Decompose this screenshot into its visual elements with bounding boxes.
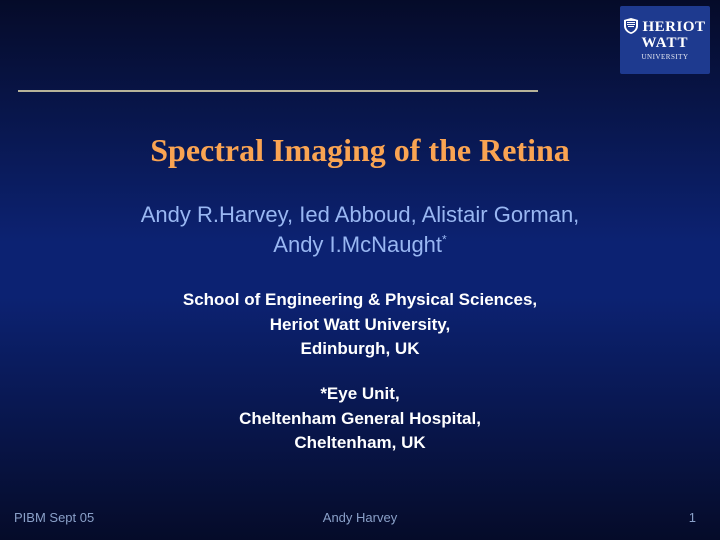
affiliations-block: School of Engineering & Physical Science… xyxy=(0,288,720,456)
authors-block: Andy R.Harvey, Ied Abboud, Alistair Gorm… xyxy=(0,200,720,259)
horizontal-rule xyxy=(18,90,538,92)
affil1-line2: Heriot Watt University, xyxy=(0,313,720,338)
slide-title: Spectral Imaging of the Retina xyxy=(0,132,720,169)
authors-line2-text: Andy I.McNaught xyxy=(273,232,442,257)
university-logo: HERIOT WATT UNIVERSITY xyxy=(620,6,710,74)
authors-line1: Andy R.Harvey, Ied Abboud, Alistair Gorm… xyxy=(0,200,720,230)
footer-center: Andy Harvey xyxy=(0,510,720,525)
affil2-line2: Cheltenham General Hospital, xyxy=(0,407,720,432)
affil1-line1: School of Engineering & Physical Science… xyxy=(0,288,720,313)
authors-line2: Andy I.McNaught* xyxy=(0,230,720,260)
affil2-line3: Cheltenham, UK xyxy=(0,431,720,456)
title-text: Spectral Imaging of the Retina xyxy=(150,132,570,168)
affil1-line3: Edinburgh, UK xyxy=(0,337,720,362)
logo-line1: HERIOT xyxy=(642,20,705,36)
affil-gap xyxy=(0,362,720,382)
slide-footer: PIBM Sept 05 Andy Harvey 1 xyxy=(0,510,720,530)
footer-right: 1 xyxy=(689,510,696,525)
shield-icon xyxy=(624,18,638,34)
logo-line3: UNIVERSITY xyxy=(642,54,689,61)
logo-line2: WATT xyxy=(641,36,688,52)
affil2-line1: *Eye Unit, xyxy=(0,382,720,407)
authors-asterisk: * xyxy=(442,232,447,246)
